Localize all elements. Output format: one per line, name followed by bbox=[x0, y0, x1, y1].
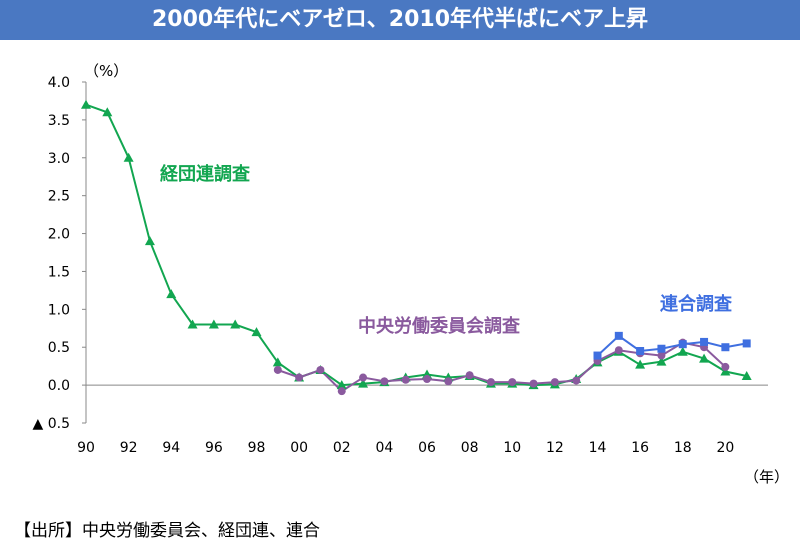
data-point-triangle bbox=[166, 289, 177, 299]
x-tick-label: 06 bbox=[418, 440, 436, 456]
data-point-circle bbox=[380, 377, 389, 386]
data-point-triangle bbox=[656, 356, 667, 366]
data-point-triangle bbox=[144, 236, 155, 246]
y-axis-unit: （%） bbox=[84, 62, 128, 80]
series-line-1 bbox=[277, 341, 727, 393]
series-markers bbox=[81, 99, 752, 396]
x-tick-label: 16 bbox=[631, 440, 649, 456]
y-tick-label: 2.0 bbox=[48, 227, 70, 243]
data-point-circle bbox=[550, 378, 559, 387]
x-tick-label: 20 bbox=[716, 440, 734, 456]
data-point-square bbox=[700, 337, 709, 346]
series-lines bbox=[85, 103, 747, 393]
y-tick-label: 3.5 bbox=[48, 113, 70, 129]
x-tick-label: 12 bbox=[546, 440, 564, 456]
data-point-circle bbox=[465, 371, 474, 380]
series-line-0 bbox=[85, 103, 747, 387]
data-point-circle bbox=[295, 373, 304, 382]
data-point-square bbox=[593, 351, 602, 360]
data-point-square bbox=[614, 331, 623, 340]
data-point-triangle bbox=[251, 327, 262, 337]
data-point-triangle bbox=[102, 107, 113, 117]
y-tick-label: ▲ 0.5 bbox=[33, 416, 70, 432]
x-tick-label: 98 bbox=[248, 440, 266, 456]
series-annotation: 中央労働委員会調査 bbox=[358, 315, 520, 337]
data-point-triangle bbox=[677, 346, 688, 356]
series-annotation: 連合調査 bbox=[660, 293, 732, 315]
y-tick-label: 4.0 bbox=[48, 75, 70, 91]
data-point-circle bbox=[529, 379, 538, 388]
data-point-circle bbox=[273, 365, 282, 374]
y-tick-labels: 4.0 3.5 3.0 2.5 2.0 1.5 1.0 0.5 0.0 ▲ 0.5 bbox=[33, 75, 70, 432]
axes bbox=[82, 81, 768, 424]
x-tick-label: 90 bbox=[77, 440, 95, 456]
x-tick-label: 02 bbox=[333, 440, 351, 456]
data-point-circle bbox=[721, 362, 730, 371]
y-tick-label: 0.0 bbox=[48, 378, 70, 394]
x-tick-label: 00 bbox=[290, 440, 308, 456]
data-point-circle bbox=[486, 378, 495, 387]
data-point-circle bbox=[614, 346, 623, 355]
x-tick-labels: 90 92 94 96 98 00 02 04 06 08 10 12 14 16 18 20 bbox=[77, 440, 734, 456]
data-point-circle bbox=[316, 365, 325, 374]
data-point-triangle bbox=[81, 99, 91, 109]
data-point-square bbox=[721, 343, 730, 352]
x-tick-label: 08 bbox=[461, 440, 479, 456]
y-tick-label: 1.0 bbox=[48, 302, 70, 318]
x-tick-label: 92 bbox=[120, 440, 138, 456]
y-tick-label: 1.5 bbox=[48, 264, 70, 280]
line-chart: 4.03.53.02.52.01.51.00.50.0▲ 0.5 90 92 94 9… bbox=[33, 62, 790, 486]
data-point-square bbox=[636, 347, 645, 356]
y-tick-label: 0.5 bbox=[48, 340, 70, 356]
data-point-square bbox=[678, 340, 687, 349]
x-tick-label: 94 bbox=[162, 440, 180, 456]
data-point-circle bbox=[508, 378, 517, 387]
data-point-circle bbox=[657, 351, 666, 360]
data-point-circle bbox=[401, 375, 410, 384]
y-tick-label: 2.5 bbox=[48, 189, 70, 205]
data-point-triangle bbox=[208, 319, 219, 329]
data-point-triangle bbox=[230, 319, 241, 329]
data-point-circle bbox=[359, 373, 368, 382]
y-tick-label: 3.0 bbox=[48, 151, 70, 167]
x-tick-label: 14 bbox=[589, 440, 607, 456]
x-axis-unit: （年） bbox=[744, 468, 789, 486]
x-tick-label: 04 bbox=[375, 440, 393, 456]
data-point-circle bbox=[572, 376, 581, 385]
data-point-square bbox=[657, 344, 666, 353]
data-point-triangle bbox=[358, 378, 369, 388]
source-note: 【出所】中央労働委員会、経団連、連合 bbox=[14, 521, 320, 541]
data-point-triangle bbox=[699, 353, 710, 363]
data-point-triangle bbox=[123, 152, 134, 162]
data-point-square bbox=[742, 339, 751, 348]
data-point-triangle bbox=[741, 371, 752, 381]
series-annotation: 経団連調査 bbox=[160, 163, 250, 185]
data-point-triangle bbox=[720, 366, 731, 376]
data-point-circle bbox=[444, 377, 453, 386]
chart-title: 2000年代にベアゼロ、2010年代半ばにベア上昇 bbox=[0, 0, 800, 40]
x-tick-label: 10 bbox=[503, 440, 521, 456]
x-tick-label: 96 bbox=[205, 440, 223, 456]
data-point-triangle bbox=[187, 319, 198, 329]
data-point-triangle bbox=[272, 357, 283, 367]
data-point-circle bbox=[337, 387, 346, 396]
x-tick-label: 18 bbox=[674, 440, 692, 456]
data-point-circle bbox=[423, 375, 431, 384]
data-point-triangle bbox=[635, 359, 646, 369]
data-point-triangle bbox=[336, 380, 347, 390]
